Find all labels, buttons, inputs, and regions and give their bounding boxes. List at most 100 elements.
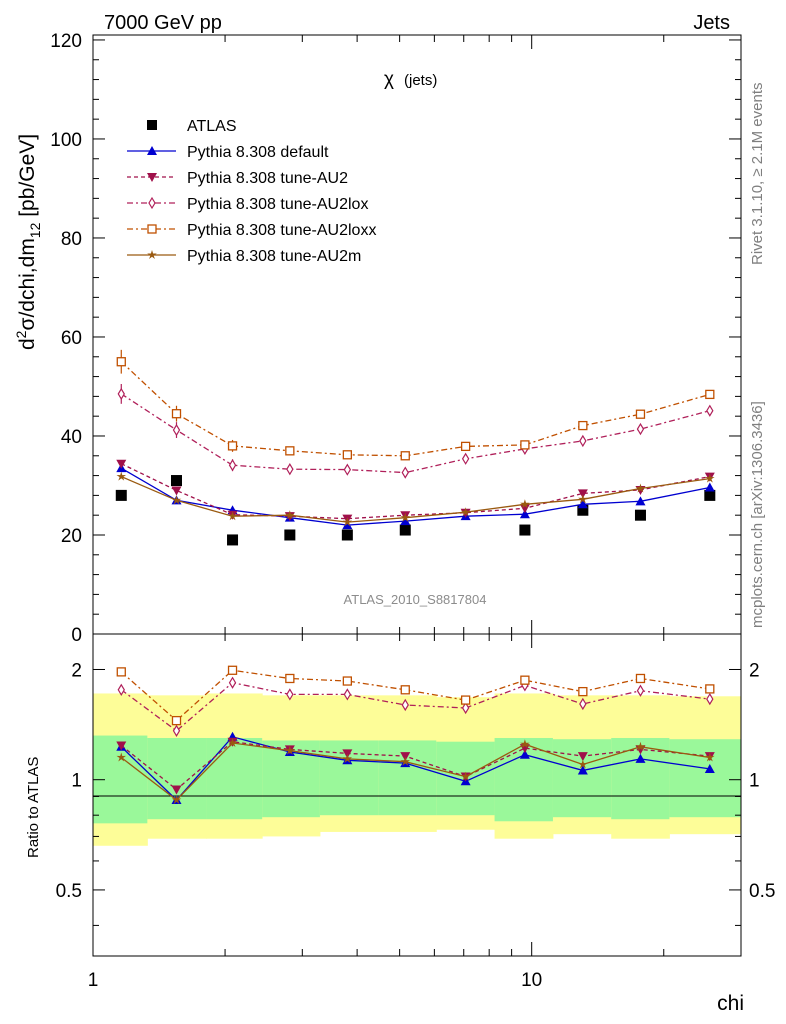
- data-point: [519, 509, 530, 519]
- ratio-point: [461, 701, 470, 715]
- data-point: [116, 357, 126, 367]
- data-point: [172, 423, 181, 437]
- ratio-point: [401, 698, 409, 712]
- data-point: [401, 466, 409, 479]
- y-tick-label: 80: [61, 229, 82, 250]
- tick-labels: 0 20 40 60 80 100 120 0.5 0.5 1 1 2 2 1 10: [50, 31, 775, 991]
- ratio-point: [285, 673, 295, 684]
- ratio-point: [116, 667, 126, 677]
- legend-marker: [148, 196, 156, 210]
- series-pythia-8-308-tune-au2m: [116, 471, 715, 527]
- data-point: [171, 495, 182, 505]
- series-pythia-8-308-default: [116, 463, 715, 530]
- data-point: [342, 520, 353, 530]
- ratio-point: [705, 684, 715, 694]
- legend-entry-au2loxx: Pythia 8.308 tune-AU2loxx: [127, 222, 376, 239]
- plot-title-symbol: χ: [384, 69, 394, 90]
- data-point: [704, 482, 715, 492]
- ratio-point: [400, 685, 410, 695]
- legend-entry-au2m: Pythia 8.308 tune-AU2m: [127, 248, 361, 265]
- data-point: [577, 489, 588, 499]
- ratio-point: [343, 688, 352, 701]
- ratio-uncertainty-bands: [93, 693, 742, 846]
- ratio-point: [227, 665, 238, 675]
- ratio-point: [520, 675, 530, 685]
- ratio-point: [577, 752, 588, 762]
- header-right: Jets: [693, 12, 730, 34]
- ratio-point: [635, 741, 646, 751]
- ratio-y-tick-label: 0.5: [56, 881, 82, 902]
- ratio-point: [578, 686, 588, 697]
- main-panel-series: [115, 349, 716, 546]
- ratio-y-tick-label: 1: [71, 771, 82, 792]
- ratio-point: [520, 739, 530, 749]
- ratio-point: [635, 673, 646, 684]
- analysis-watermark: ATLAS_2010_S8817804: [344, 592, 487, 607]
- data-point: [399, 524, 411, 536]
- data-point: [343, 463, 352, 476]
- data-point: [227, 534, 239, 546]
- ratio-point: [228, 676, 237, 689]
- legend-label-au2loxx: Pythia 8.308 tune-AU2loxx: [187, 222, 376, 239]
- data-point: [285, 510, 295, 520]
- data-point: [115, 489, 127, 501]
- series-line-pythia-8-308-tune-au2lox: [120, 393, 710, 474]
- ratio-point: [705, 752, 715, 762]
- ratio-point: [116, 752, 126, 762]
- data-point: [342, 517, 353, 527]
- ratio-series-pythia-8-308-tune-au2m: [116, 738, 715, 805]
- ratio-point: [578, 759, 588, 769]
- ratio-panel-series: [116, 665, 715, 805]
- data-point: [520, 499, 530, 509]
- y-tick-label: 40: [61, 427, 82, 448]
- ratio-point: [460, 771, 471, 781]
- green-band-bin: [378, 740, 437, 816]
- legend-label-au2: Pythia 8.308 tune-AU2: [187, 170, 348, 187]
- ratio-y-tick-label: 2: [71, 660, 82, 681]
- data-point: [400, 512, 410, 522]
- ratio-point: [704, 763, 715, 773]
- data-point: [400, 516, 411, 526]
- data-point: [578, 420, 588, 431]
- data-point: [520, 440, 530, 450]
- legend-entry-au2lox: Pythia 8.308 tune-AU2lox: [127, 196, 368, 213]
- plot-title-text: (jets): [404, 72, 437, 89]
- data-point: [116, 471, 126, 481]
- data-point: [634, 509, 646, 521]
- y-tick-label: 20: [61, 526, 82, 547]
- data-point: [635, 483, 646, 493]
- ratio-point: [172, 724, 181, 737]
- legend-marker: [147, 146, 157, 155]
- data-point: [704, 489, 716, 501]
- mcplots-label: mcplots.cern.ch [arXiv:1306.3436]: [749, 401, 766, 628]
- legend-marker: [147, 250, 157, 259]
- data-point: [636, 422, 645, 436]
- data-point: [579, 434, 587, 448]
- data-point: [227, 441, 238, 451]
- data-point: [635, 409, 646, 419]
- legend-marker: [147, 224, 157, 234]
- data-point: [519, 524, 531, 536]
- ratio-series-pythia-8-308-tune-au2lox: [117, 676, 714, 737]
- ratio-point: [400, 752, 411, 762]
- legend-label-default: Pythia 8.308 default: [187, 144, 329, 161]
- data-point: [460, 441, 471, 452]
- y-tick-label: 120: [50, 31, 82, 52]
- ratio-point: [171, 715, 182, 726]
- ratio-plot-frame: [92, 633, 742, 957]
- green-band-bin: [669, 739, 742, 818]
- data-point: [228, 459, 237, 472]
- ratio-point: [342, 749, 353, 759]
- rivet-label: Rivet 3.1.10, ≥ 2.1M events: [749, 83, 766, 266]
- ratio-point: [171, 795, 182, 805]
- ratio-point: [342, 676, 352, 686]
- data-point: [577, 504, 589, 516]
- legend-entry-au2: Pythia 8.308 tune-AU2: [127, 170, 348, 187]
- data-point: [400, 451, 410, 461]
- legend: ATLAS Pythia 8.308 default Pythia 8.308 …: [127, 118, 376, 265]
- data-point: [460, 507, 471, 517]
- data-point: [706, 404, 714, 417]
- data-point: [577, 499, 588, 509]
- y-tick-label: 60: [61, 328, 82, 349]
